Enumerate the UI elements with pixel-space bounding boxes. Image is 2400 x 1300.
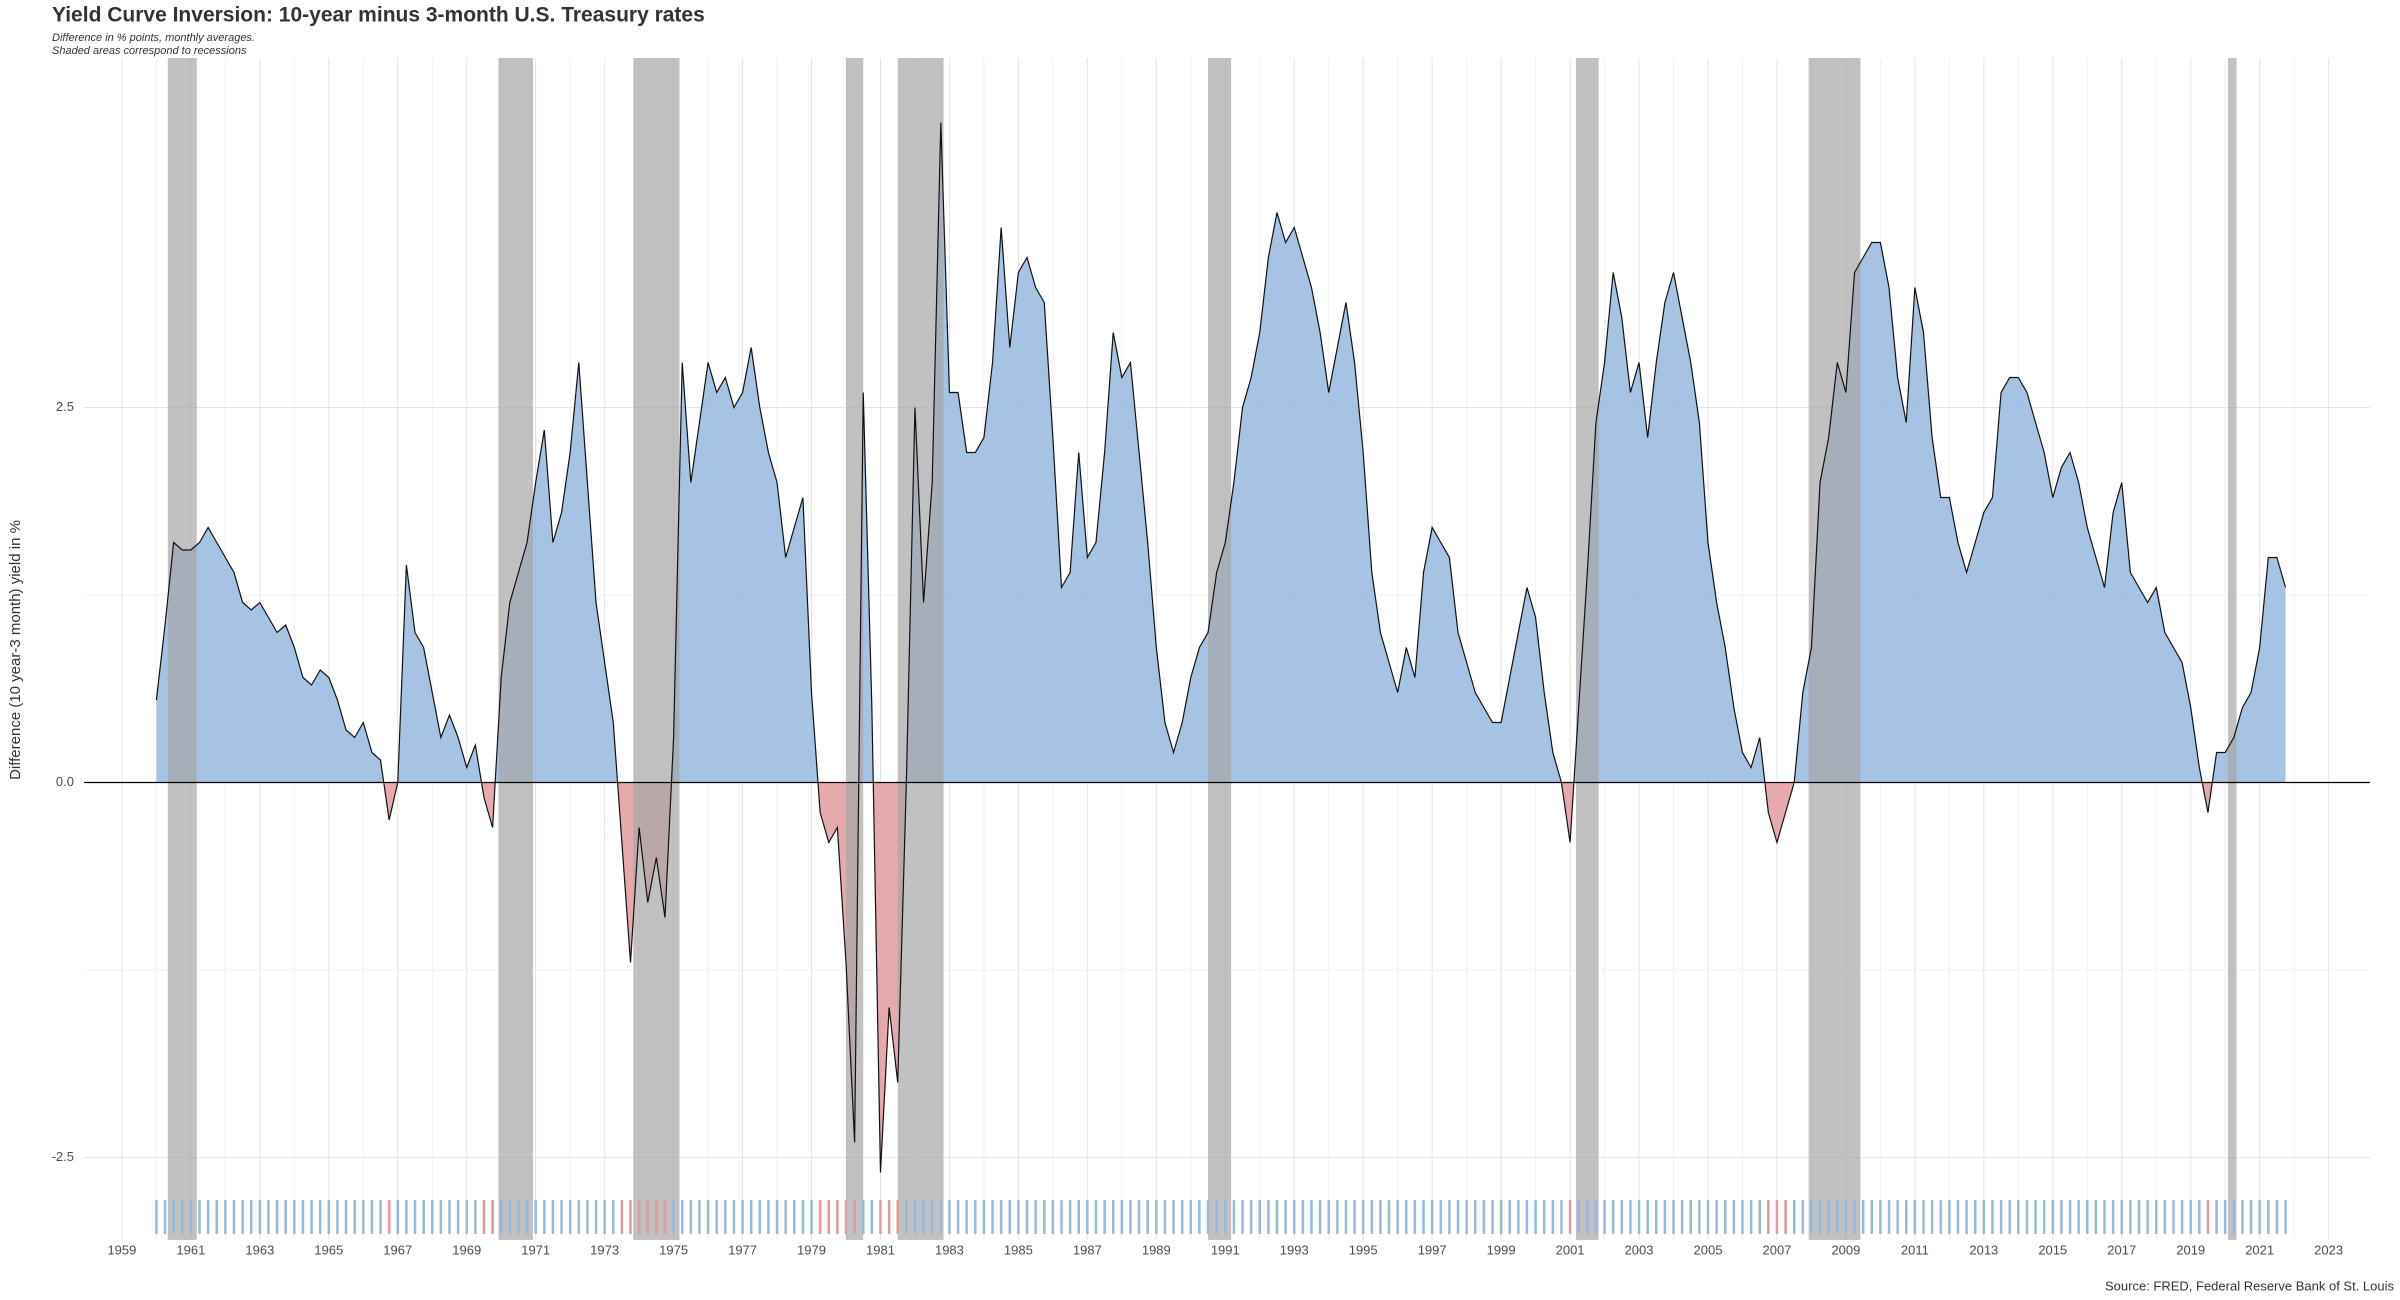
caption: Source: FRED, Federal Reserve Bank of St… [2105, 1278, 2395, 1293]
x-tick-label: 1981 [866, 1242, 895, 1257]
x-tick-label: 1967 [383, 1242, 412, 1257]
x-tick-label: 1977 [728, 1242, 757, 1257]
x-tick-label: 1969 [452, 1242, 481, 1257]
positive-area [156, 122, 2286, 783]
x-tick-label: 2019 [2176, 1242, 2205, 1257]
recession-band [846, 58, 864, 1240]
x-tick-label: 2003 [1625, 1242, 1654, 1257]
x-tick-label: 1991 [1211, 1242, 1240, 1257]
recession-band [498, 58, 533, 1240]
chart-subtitle: Difference in % points, monthly averages… [52, 32, 255, 44]
x-tick-label: 1989 [1142, 1242, 1171, 1257]
x-tick-label: 2013 [1969, 1242, 1998, 1257]
x-tick-label: 1987 [1073, 1242, 1102, 1257]
y-tick-label: 2.5 [56, 399, 74, 414]
chart-subtitle: Shaded areas correspond to recessions [52, 45, 247, 57]
recession-band [2227, 58, 2237, 1240]
x-tick-label: 1979 [797, 1242, 826, 1257]
x-tick-label: 1999 [1487, 1242, 1516, 1257]
x-tick-label: 1971 [521, 1242, 550, 1257]
x-tick-label: 1961 [176, 1242, 205, 1257]
x-tick-label: 1995 [1349, 1242, 1378, 1257]
spread-line [155, 122, 2287, 1173]
x-tick-label: 1993 [1280, 1242, 1309, 1257]
x-tick-label: 2009 [1831, 1242, 1860, 1257]
recession-band [1208, 58, 1232, 1240]
x-tick-label: 2017 [2107, 1242, 2136, 1257]
x-tick-label: 1997 [1418, 1242, 1447, 1257]
chart-title: Yield Curve Inversion: 10-year minus 3-m… [52, 4, 705, 27]
x-tick-label: 1983 [935, 1242, 964, 1257]
x-tick-label: 2005 [1694, 1242, 1723, 1257]
x-tick-label: 1973 [590, 1242, 619, 1257]
x-tick-label: 2011 [1901, 1242, 1929, 1257]
recession-band [1808, 58, 1861, 1240]
x-tick-label: 1975 [659, 1242, 688, 1257]
x-tick-label: 2021 [2245, 1242, 2274, 1257]
x-tick-label: 2023 [2314, 1242, 2343, 1257]
recession-band [897, 58, 944, 1240]
x-tick-label: 1959 [107, 1242, 136, 1257]
x-tick-label: 1963 [245, 1242, 274, 1257]
x-tick-label: 2001 [1556, 1242, 1585, 1257]
x-tick-label: 1985 [1004, 1242, 1033, 1257]
x-tick-label: 1965 [314, 1242, 343, 1257]
y-tick-label: 0.0 [56, 774, 74, 789]
y-axis-label: Difference (10 year-3 month) yield in % [7, 520, 24, 780]
x-tick-label: 2007 [1762, 1242, 1791, 1257]
y-tick-label: -2.5 [52, 1149, 74, 1164]
recession-band [633, 58, 680, 1240]
recession-band [167, 58, 197, 1240]
x-tick-label: 2015 [2038, 1242, 2067, 1257]
recession-band [1575, 58, 1599, 1240]
